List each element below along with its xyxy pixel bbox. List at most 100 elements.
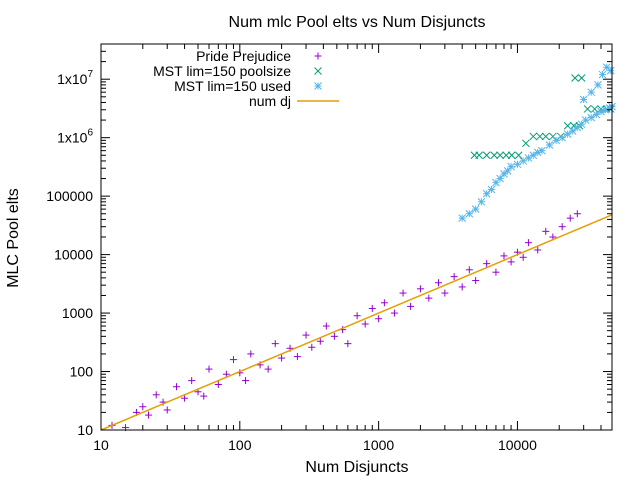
data-point [380, 299, 388, 307]
data-point [496, 174, 504, 183]
data-point [407, 302, 415, 310]
data-point [538, 146, 546, 155]
data-point [490, 151, 499, 160]
data-point [425, 294, 433, 302]
data-point [271, 340, 279, 348]
data-point [361, 320, 369, 328]
data-point [496, 151, 504, 160]
legend-label: MST lim=150 used [174, 78, 291, 94]
legend-swatch [314, 82, 322, 90]
y-tick-label: 1x107 [57, 69, 93, 87]
data-point [145, 411, 153, 419]
series-0 [108, 210, 581, 432]
data-point [552, 136, 560, 145]
data-point [458, 214, 467, 223]
y-axis-label: MLC Pool elts [5, 188, 22, 288]
legend-label: MST lim=150 poolsize [153, 63, 291, 79]
data-point [542, 227, 550, 235]
data-point [441, 289, 449, 297]
series-3 [100, 214, 613, 431]
data-point [573, 210, 581, 218]
data-point [590, 105, 599, 113]
data-point [152, 391, 160, 399]
x-tick-label: 100 [228, 437, 252, 453]
data-point [139, 403, 147, 411]
data-point [205, 365, 213, 373]
data-point [522, 139, 530, 148]
data-point [487, 185, 496, 194]
legend-swatch [314, 52, 322, 60]
data-point [242, 377, 250, 385]
data-point [475, 151, 484, 160]
data-point [606, 66, 615, 75]
data-point [200, 392, 208, 400]
data-point [163, 406, 171, 414]
data-point [534, 246, 542, 254]
y-tick-label: 10000 [54, 247, 93, 263]
data-point [519, 253, 527, 261]
plot-area [100, 63, 616, 432]
data-point [573, 123, 582, 132]
x-axis-label: Num Disjuncts [305, 459, 408, 476]
data-point [264, 365, 272, 373]
data-point [577, 74, 586, 82]
data-point [524, 239, 532, 247]
data-point [399, 289, 407, 297]
data-point [514, 151, 523, 160]
data-point [416, 285, 424, 293]
data-point [581, 116, 590, 124]
data-point [458, 283, 466, 291]
data-point [598, 70, 607, 79]
legend-swatch [314, 67, 322, 75]
data-point [507, 151, 516, 160]
data-point [587, 88, 596, 97]
data-point [583, 105, 592, 113]
data-point [529, 151, 538, 160]
x-tick-label: 1000 [363, 437, 394, 453]
data-point [181, 394, 189, 402]
data-point [563, 130, 572, 138]
plot-frame [100, 43, 613, 431]
y-tick-label: 1000 [62, 305, 93, 321]
y-tick-label: 1x106 [57, 128, 93, 146]
data-point [472, 277, 480, 285]
series-2 [458, 63, 616, 223]
data-point [500, 252, 508, 260]
data-point [435, 279, 443, 287]
data-point [566, 214, 574, 222]
y-tick-label: 100000 [46, 188, 93, 204]
data-point [173, 383, 181, 391]
data-point [483, 260, 491, 268]
data-point [507, 258, 515, 266]
data-point [568, 127, 577, 135]
data-point [482, 151, 491, 160]
data-point [579, 95, 588, 104]
data-point [535, 132, 544, 141]
y-tick-label: 100 [70, 364, 94, 380]
x-tick-label: 10 [93, 437, 109, 453]
data-point [529, 132, 538, 141]
data-point [545, 141, 554, 149]
legend-label: num dj [249, 93, 291, 109]
data-point [214, 381, 222, 389]
data-point [278, 354, 286, 362]
data-point [330, 332, 338, 340]
data-point [492, 178, 500, 187]
y-tick-label: 10 [77, 422, 93, 438]
data-point [502, 151, 511, 160]
data-point [302, 331, 310, 339]
data-point [503, 167, 512, 175]
data-point [353, 312, 361, 320]
data-point [293, 353, 301, 361]
data-point [368, 304, 376, 312]
data-point [507, 162, 515, 171]
data-point [316, 337, 324, 345]
data-point [465, 209, 474, 218]
data-point [471, 205, 480, 213]
data-point [247, 350, 255, 358]
data-point [492, 268, 500, 276]
data-point [322, 322, 330, 330]
data-point [571, 74, 579, 82]
